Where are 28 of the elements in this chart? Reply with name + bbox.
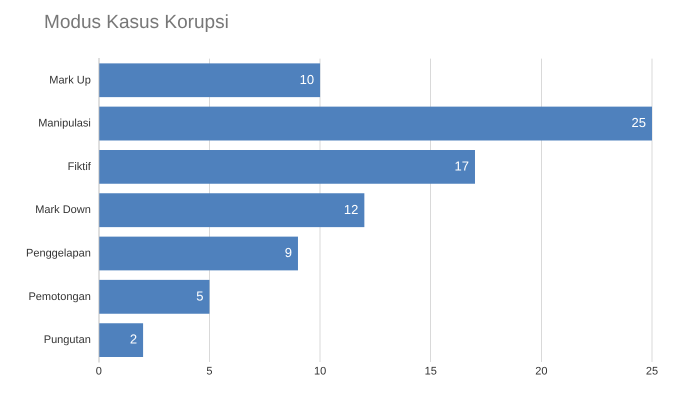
data-label: 2 [130,332,138,347]
y-tick-label: Mark Down [35,204,91,216]
data-label: 12 [344,202,358,217]
y-tick-label: Pungutan [44,334,91,346]
data-label: 5 [196,288,204,304]
data-label: 10 [300,72,314,87]
y-tick-label: Penggelapan [26,248,91,260]
x-tick-label: 0 [96,365,102,378]
x-tick-label: 25 [646,365,658,378]
bar [99,193,364,228]
bar [99,106,652,140]
bar [99,280,210,314]
x-tick-label: 20 [535,365,548,378]
y-tick-label: Mark Up [49,74,91,86]
x-tick-label: 15 [424,365,437,378]
x-tick-label: 10 [314,365,326,378]
chart-title: Modus Kasus Korupsi [43,11,230,35]
data-label: 9 [284,245,292,260]
bar [99,323,144,358]
y-tick-label: Manipulasi [38,118,91,130]
bar [99,236,298,270]
data-label: 17 [454,158,469,174]
y-tick-label: Pemotongan [28,290,91,303]
bar [99,63,320,98]
y-tick-label: Fiktif [68,160,92,173]
data-label: 25 [632,115,646,130]
bar [99,150,475,184]
x-tick-label: 5 [206,365,213,378]
